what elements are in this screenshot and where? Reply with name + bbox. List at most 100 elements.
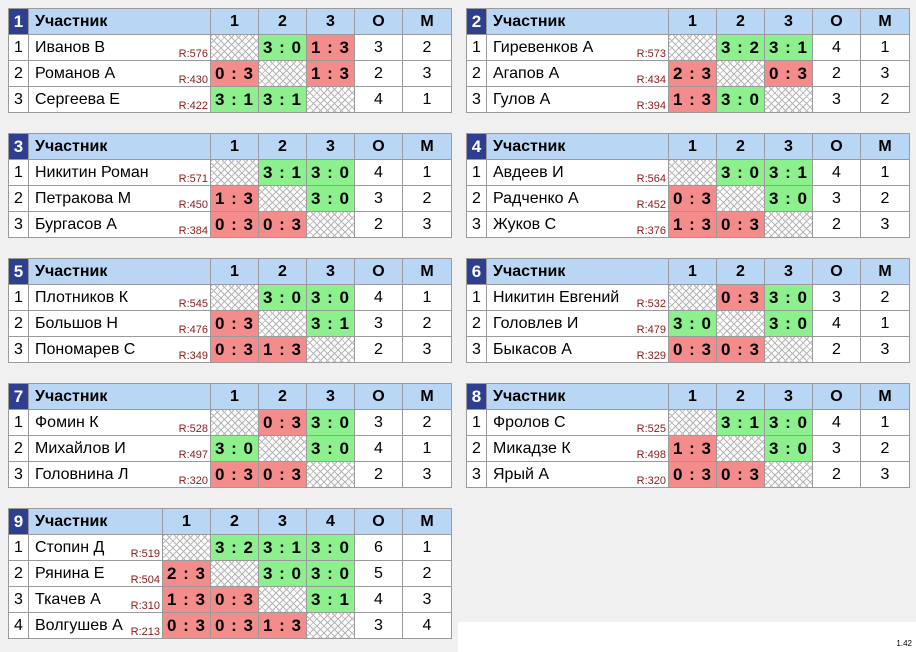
- player-rating: R:519: [130, 548, 160, 560]
- opponent-column-header: 1: [210, 8, 259, 35]
- place-value: 2: [402, 560, 452, 587]
- place-value: 4: [402, 612, 452, 639]
- player-name[interactable]: Большов Н: [35, 315, 118, 332]
- player-rating: R:394: [636, 100, 666, 112]
- player-name[interactable]: Никитин Роман: [35, 164, 149, 181]
- points-value: 4: [812, 159, 861, 186]
- points-header: О: [354, 383, 403, 410]
- match-score: 0 : 3: [258, 211, 307, 238]
- row-number: 1: [8, 34, 29, 61]
- points-value: 2: [354, 60, 403, 87]
- player-rating: R:329: [636, 350, 666, 362]
- match-score: 3 : 0: [306, 435, 355, 462]
- player-name[interactable]: Ярый А: [493, 466, 550, 483]
- row-number: 2: [466, 60, 487, 87]
- place-value: 2: [860, 284, 910, 311]
- player-rating: R:528: [178, 423, 208, 435]
- player-rating: R:434: [636, 74, 666, 86]
- points-value: 3: [354, 409, 403, 436]
- group-number: 3: [8, 133, 29, 160]
- player-name[interactable]: Пономарев С: [35, 341, 136, 358]
- player-cell: Никитин Евгений R:532: [486, 284, 669, 311]
- match-score: 0 : 3: [210, 310, 259, 337]
- player-name[interactable]: Радченко А: [493, 190, 579, 207]
- player-cell: Головнина Л R:320: [28, 461, 211, 488]
- points-value: 3: [812, 185, 861, 212]
- player-name[interactable]: Рянина Е: [35, 565, 105, 582]
- row-number: 3: [8, 336, 29, 363]
- row-number: 3: [466, 336, 487, 363]
- player-rating: R:376: [636, 225, 666, 237]
- self-match-cell: [764, 461, 813, 488]
- match-score: 0 : 3: [210, 586, 259, 613]
- player-name[interactable]: Сергеева Е: [35, 91, 120, 108]
- player-name[interactable]: Авдеев И: [493, 164, 564, 181]
- group-number: 8: [466, 383, 487, 410]
- opponent-column-header: 3: [764, 133, 813, 160]
- player-name[interactable]: Волгушев А: [35, 617, 123, 634]
- player-name[interactable]: Фролов С: [493, 414, 566, 431]
- match-score: 3 : 1: [764, 159, 813, 186]
- points-value: 4: [354, 86, 403, 113]
- points-value: 2: [812, 336, 861, 363]
- player-name[interactable]: Жуков С: [493, 216, 557, 233]
- points-value: 6: [354, 534, 403, 561]
- points-value: 3: [812, 86, 861, 113]
- player-name[interactable]: Агапов А: [493, 65, 560, 82]
- header-row: 6 Участник 1 2 3 О М: [466, 258, 910, 285]
- player-name[interactable]: Быкасов А: [493, 341, 572, 358]
- player-cell: Волгушев А R:213: [28, 612, 163, 639]
- player-rating: R:320: [636, 475, 666, 487]
- self-match-cell: [668, 34, 717, 61]
- group-6: 6 Участник 1 2 3 О М 1 Никитин Евгений R:532 0 : 3…: [466, 258, 910, 363]
- match-score: 1 : 3: [210, 185, 259, 212]
- player-name[interactable]: Михайлов И: [35, 440, 126, 457]
- player-name[interactable]: Стопин Д: [35, 539, 105, 556]
- participant-header: Участник: [28, 508, 163, 535]
- opponent-column-header: 2: [716, 8, 765, 35]
- match-score: 3 : 0: [258, 560, 307, 587]
- player-name[interactable]: Фомин К: [35, 414, 99, 431]
- match-score: 3 : 1: [306, 310, 355, 337]
- player-name[interactable]: Микадзе К: [493, 440, 571, 457]
- match-score: 3 : 1: [306, 586, 355, 613]
- participant-header: Участник: [486, 8, 669, 35]
- player-rating: R:479: [636, 324, 666, 336]
- player-name[interactable]: Плотников К: [35, 289, 129, 306]
- opponent-column-header: 3: [258, 508, 307, 535]
- opponent-column-header: 1: [162, 508, 211, 535]
- match-score: 3 : 0: [668, 310, 717, 337]
- player-name[interactable]: Головлев И: [493, 315, 579, 332]
- opponent-column-header: 3: [764, 258, 813, 285]
- match-score: 3 : 0: [306, 409, 355, 436]
- player-name[interactable]: Ткачев А: [35, 591, 101, 608]
- player-rating: R:430: [178, 74, 208, 86]
- player-rating: R:476: [178, 324, 208, 336]
- player-name[interactable]: Никитин Евгений: [493, 289, 620, 306]
- points-value: 4: [354, 435, 403, 462]
- player-name[interactable]: Петракова М: [35, 190, 132, 207]
- points-value: 2: [812, 461, 861, 488]
- match-score: 1 : 3: [162, 586, 211, 613]
- row-number: 3: [8, 586, 29, 613]
- player-name[interactable]: Гулов А: [493, 91, 551, 108]
- player-name[interactable]: Иванов В: [35, 39, 106, 56]
- player-rating: R:576: [178, 48, 208, 60]
- footer-area: 1.42: [458, 622, 916, 652]
- row-number: 4: [8, 612, 29, 639]
- match-score: 3 : 0: [258, 34, 307, 61]
- participant-header: Участник: [486, 383, 669, 410]
- player-name[interactable]: Головнина Л: [35, 466, 129, 483]
- self-match-cell: [210, 409, 259, 436]
- player-name[interactable]: Бургасов А: [35, 216, 117, 233]
- player-name[interactable]: Гиревенков А: [493, 39, 594, 56]
- player-name[interactable]: Романов А: [35, 65, 116, 82]
